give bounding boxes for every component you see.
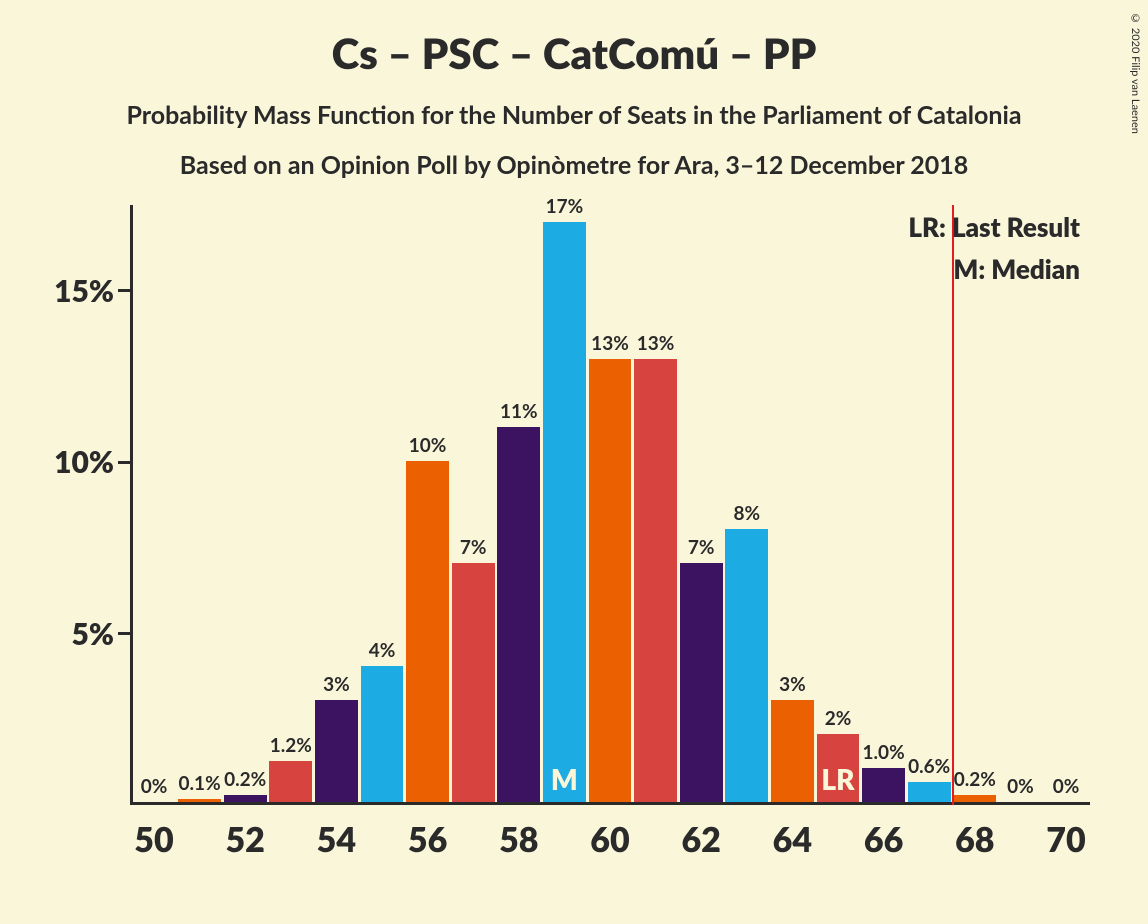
x-tick-label: 62	[656, 819, 746, 860]
y-tick-label: 15%	[14, 273, 114, 309]
y-tick	[118, 289, 130, 292]
chart-subtitle-2: Based on an Opinion Poll by Opinòmetre f…	[0, 130, 1148, 180]
chart-bar: 13%	[589, 359, 632, 802]
chart-bar: 0.1%	[178, 799, 221, 802]
chart-bar: 3%	[771, 700, 814, 802]
chart-bar: 0.2%	[224, 795, 267, 802]
chart-bar: 10%	[406, 461, 449, 802]
chart-bar: 7%	[452, 563, 495, 802]
x-tick-label: 66	[839, 819, 929, 860]
y-tick	[118, 632, 130, 635]
chart-title: Cs – PSC – CatComú – PP	[0, 0, 1148, 78]
chart-bar: 3%	[315, 700, 358, 802]
chart-bar: 17%M	[543, 222, 586, 802]
x-tick-label: 68	[930, 819, 1020, 860]
x-tick-label: 56	[383, 819, 473, 860]
x-tick-label: 54	[291, 819, 381, 860]
copyright-text: © 2020 Filip van Laenen	[1129, 12, 1142, 134]
x-tick-label: 52	[200, 819, 290, 860]
bar-value-label: 13%	[637, 332, 675, 355]
chart-bar: 7%	[680, 563, 723, 802]
chart-bar: 13%	[634, 359, 677, 802]
legend-median: M: Median	[953, 253, 1080, 285]
bar-value-label: 17%	[546, 195, 584, 218]
x-tick-label: 70	[1021, 819, 1111, 860]
chart-bar: 0.6%	[908, 782, 951, 802]
bar-value-label: 7%	[460, 536, 487, 559]
chart-bar: 1.2%	[269, 761, 312, 802]
bar-value-label: 0.2%	[224, 768, 266, 791]
chart-bar: 11%	[497, 427, 540, 802]
last-result-line	[952, 205, 954, 805]
y-axis-line	[130, 205, 133, 805]
bar-value-label: 0.6%	[908, 755, 950, 778]
bar-value-label: 11%	[500, 400, 538, 423]
chart-subtitle-1: Probability Mass Function for the Number…	[0, 78, 1148, 130]
chart-plot-area: 5%10%15% 5052545658606264666870 0%0.1%0.…	[130, 205, 1090, 805]
chart-bar: 0.2%	[953, 795, 996, 802]
median-marker: M	[551, 762, 578, 796]
bar-value-label: 2%	[825, 707, 852, 730]
x-tick-label: 50	[109, 819, 199, 860]
legend-last-result: LR: Last Result	[908, 211, 1080, 243]
x-tick-label: 58	[474, 819, 564, 860]
x-axis-line	[130, 802, 1090, 805]
bar-value-label: 0%	[141, 775, 168, 798]
bar-value-label: 1.0%	[863, 741, 905, 764]
last-result-marker: LR	[821, 762, 854, 796]
x-tick-label: 60	[565, 819, 655, 860]
y-tick-label: 5%	[14, 616, 114, 652]
chart-bar: 1.0%	[862, 768, 905, 802]
bar-value-label: 13%	[591, 332, 629, 355]
bar-value-label: 0%	[1007, 775, 1034, 798]
bar-value-label: 0.1%	[179, 772, 221, 795]
chart-bar: 2%LR	[817, 734, 860, 802]
bar-value-label: 3%	[323, 673, 350, 696]
x-tick-label: 64	[747, 819, 837, 860]
bar-value-label: 10%	[409, 434, 447, 457]
y-tick	[118, 461, 130, 464]
bar-value-label: 0%	[1053, 775, 1080, 798]
bar-value-label: 3%	[779, 673, 806, 696]
chart-bar: 4%	[361, 666, 404, 802]
bar-value-label: 4%	[369, 639, 396, 662]
bar-value-label: 7%	[688, 536, 715, 559]
bar-value-label: 1.2%	[270, 734, 312, 757]
bar-value-label: 0.2%	[954, 768, 996, 791]
bar-value-label: 8%	[733, 502, 760, 525]
chart-bar: 8%	[725, 529, 768, 802]
y-tick-label: 10%	[14, 444, 114, 480]
